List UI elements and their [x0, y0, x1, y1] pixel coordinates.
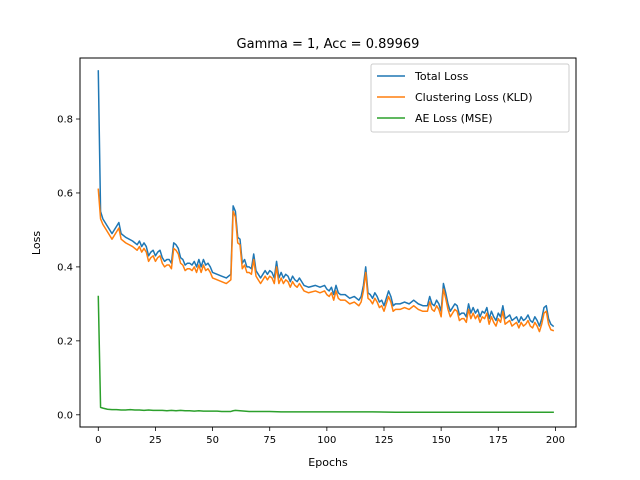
y-tick-label: 0.2 [57, 336, 73, 347]
legend-label-ae-loss: AE Loss (MSE) [415, 112, 493, 125]
legend-frame [370, 63, 570, 133]
series-line-clustering-loss-kld [97, 188, 555, 333]
y-tick-label: 0.0 [57, 410, 73, 421]
x-axis-label: Epochs [308, 456, 348, 469]
x-tick-label: 200 [546, 435, 565, 446]
x-tick-label: 175 [489, 435, 508, 446]
legend: Total Loss Clustering Loss (KLD) AE Loss… [370, 63, 570, 133]
y-tick-label: 0.8 [57, 115, 73, 126]
series-layer [97, 70, 555, 413]
x-tick-label: 50 [206, 435, 219, 446]
chart-title: Gamma = 1, Acc = 0.89969 [237, 37, 420, 52]
y-tick-label: 0.4 [57, 262, 73, 273]
y-tick-label: 0.6 [57, 188, 73, 199]
legend-label-total-loss: Total Loss [414, 70, 469, 83]
series-line-ae-loss-mse [97, 295, 554, 413]
axis-layer: 0 25 50 75 100 125 150 175 200 0.0 0.2 0.4 0.6 0.8 [57, 115, 565, 446]
x-tick-label: 100 [317, 435, 336, 446]
plot-area-frame [79, 57, 577, 428]
x-tick-label: 0 [95, 435, 101, 446]
x-tick-label: 125 [374, 435, 393, 446]
x-tick-label: 75 [263, 435, 276, 446]
legend-label-clustering-loss: Clustering Loss (KLD) [415, 91, 533, 104]
series-line-total-loss [97, 70, 555, 328]
x-tick-label: 150 [432, 435, 451, 446]
x-tick-label: 25 [149, 435, 162, 446]
y-axis-label: Loss [30, 231, 43, 255]
